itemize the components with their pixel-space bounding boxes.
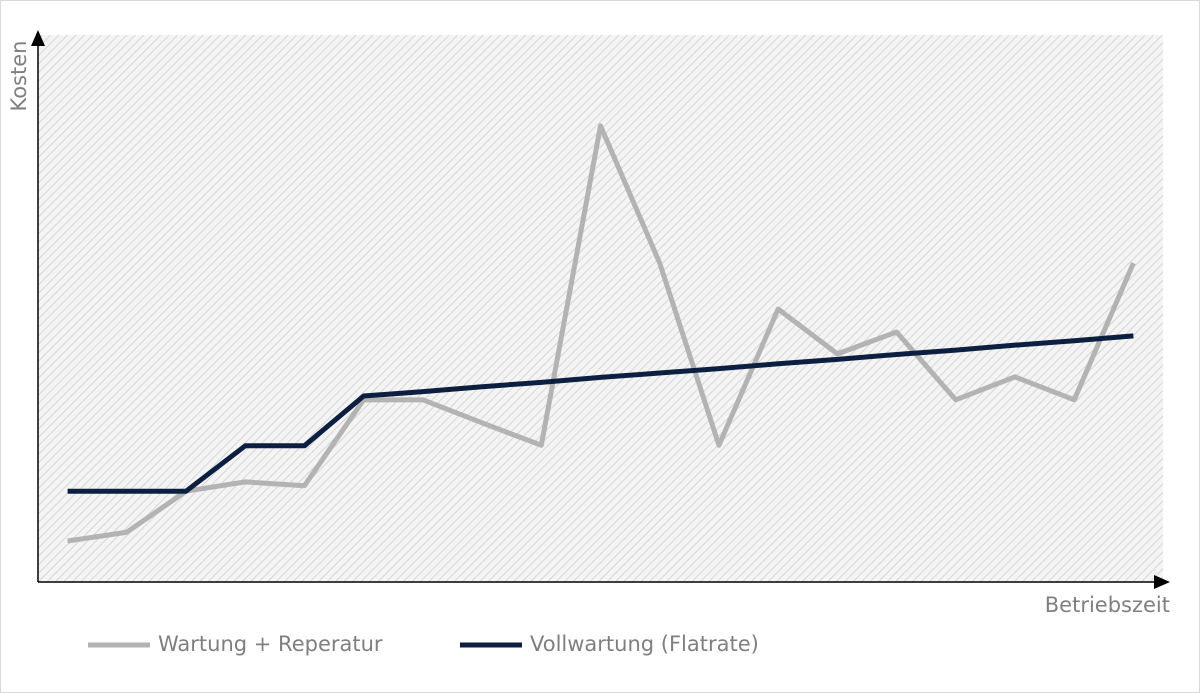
- y-axis-arrow: [31, 30, 45, 46]
- legend: Wartung + Reperatur Vollwartung (Flatrate…: [88, 632, 759, 656]
- series-line: [67, 123, 1136, 544]
- series-layer: [67, 123, 1136, 544]
- x-axis-arrow: [1154, 575, 1170, 589]
- legend-label: Wartung + Reperatur: [158, 632, 383, 656]
- series-line: [67, 333, 1134, 494]
- y-axis-title: Kosten: [7, 41, 31, 112]
- x-axis-title: Betriebszeit: [1045, 593, 1170, 617]
- plot-area: [38, 35, 1163, 582]
- legend-label: Vollwartung (Flatrate): [530, 632, 759, 656]
